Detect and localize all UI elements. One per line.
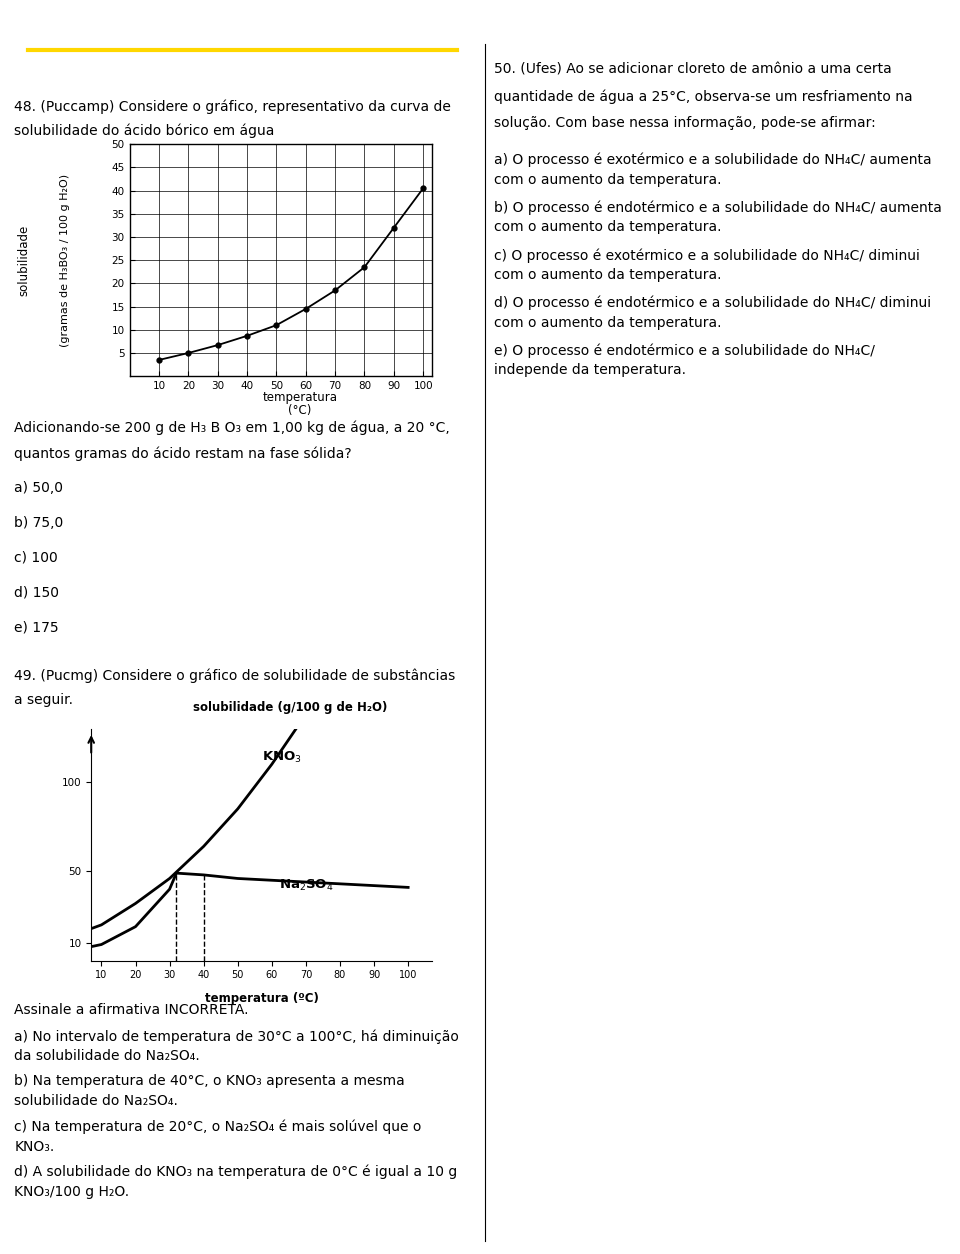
Text: Adicionando-se 200 g de H₃ B O₃ em 1,00 kg de água, a 20 °C,: Adicionando-se 200 g de H₃ B O₃ em 1,00 … [14,420,450,435]
Text: (°C): (°C) [288,404,312,416]
Text: C: C [220,5,242,34]
Text: KNO₃/100 g H₂O.: KNO₃/100 g H₂O. [14,1185,130,1199]
Text: quantidade de água a 25°C, observa-se um resfriamento na: quantidade de água a 25°C, observa-se um… [494,89,913,104]
Text: 49. (Pucmg) Considere o gráfico de solubilidade de substâncias: 49. (Pucmg) Considere o gráfico de solub… [14,668,456,683]
Text: solução. Com base nessa informação, pode-se afirmar:: solução. Com base nessa informação, pode… [494,117,876,130]
Text: e) O processo é endotérmico e a solubilidade do NH₄C/: e) O processo é endotérmico e a solubili… [494,344,876,357]
Text: e) 175: e) 175 [14,621,59,635]
Text: CØØLIDGE: CØØLIDGE [155,5,330,34]
Text: solubilidade do ácido bórico em água: solubilidade do ácido bórico em água [14,124,275,138]
Text: d) 150: d) 150 [14,586,60,599]
Text: com o aumento da temperatura.: com o aumento da temperatura. [494,221,722,234]
Text: da solubilidade do Na₂SO₄.: da solubilidade do Na₂SO₄. [14,1050,200,1063]
Text: 50. (Ufes) Ao se adicionar cloreto de amônio a uma certa: 50. (Ufes) Ao se adicionar cloreto de am… [494,63,892,76]
Text: KNO$_3$: KNO$_3$ [261,750,301,765]
Text: c) 100: c) 100 [14,551,59,564]
Text: solubilidade (g/100 g de H₂O): solubilidade (g/100 g de H₂O) [193,701,388,714]
Text: temperatura: temperatura [262,391,338,404]
Text: independe da temperatura.: independe da temperatura. [494,364,686,377]
Text: a) O processo é exotérmico e a solubilidade do NH₄C/ aumenta: a) O processo é exotérmico e a solubilid… [494,153,932,167]
Text: b) O processo é endotérmico e a solubilidade do NH₄C/ aumenta: b) O processo é endotérmico e a solubili… [494,201,943,214]
Text: a) 50,0: a) 50,0 [14,480,63,494]
Text: b) Na temperatura de 40°C, o KNO₃ apresenta a mesma: b) Na temperatura de 40°C, o KNO₃ aprese… [14,1075,405,1088]
Text: b) 75,0: b) 75,0 [14,515,63,529]
Text: (gramas de H₃BO₃ / 100 g H₂O): (gramas de H₃BO₃ / 100 g H₂O) [60,173,70,347]
Text: quantos gramas do ácido restam na fase sólida?: quantos gramas do ácido restam na fase s… [14,446,352,460]
Text: 48. (Puccamp) Considere o gráfico, representativo da curva de: 48. (Puccamp) Considere o gráfico, repre… [14,99,451,114]
Text: a seguir.: a seguir. [14,693,73,707]
Text: c) Na temperatura de 20°C, o Na₂SO₄ é mais solúvel que o: c) Na temperatura de 20°C, o Na₂SO₄ é ma… [14,1120,421,1134]
Text: temperatura (ºC): temperatura (ºC) [204,992,319,1004]
Text: c) O processo é exotérmico e a solubilidade do NH₄C/ diminui: c) O processo é exotérmico e a solubilid… [494,248,921,262]
Text: d) A solubilidade do KNO₃ na temperatura de 0°C é igual a 10 g: d) A solubilidade do KNO₃ na temperatura… [14,1165,458,1179]
Text: d) O processo é endotérmico e a solubilidade do NH₄C/ diminui: d) O processo é endotérmico e a solubili… [494,296,931,310]
Text: Na$_2$SO$_4$: Na$_2$SO$_4$ [278,878,333,893]
Text: com o aumento da temperatura.: com o aumento da temperatura. [494,268,722,282]
Text: Ensino médio e Pré Vestibular: Ensino médio e Pré Vestibular [143,68,342,82]
Text: com o aumento da temperatura.: com o aumento da temperatura. [494,316,722,330]
Text: solubilidade do Na₂SO₄.: solubilidade do Na₂SO₄. [14,1095,179,1109]
Text: a) No intervalo de temperatura de 30°C a 100°C, há diminuição: a) No intervalo de temperatura de 30°C a… [14,1030,459,1043]
Text: com o aumento da temperatura.: com o aumento da temperatura. [494,173,722,187]
Text: KNO₃.: KNO₃. [14,1140,55,1154]
Text: solubilidade: solubilidade [17,224,31,296]
Text: Assinale a afirmativa INCORRETA.: Assinale a afirmativa INCORRETA. [14,1003,249,1017]
